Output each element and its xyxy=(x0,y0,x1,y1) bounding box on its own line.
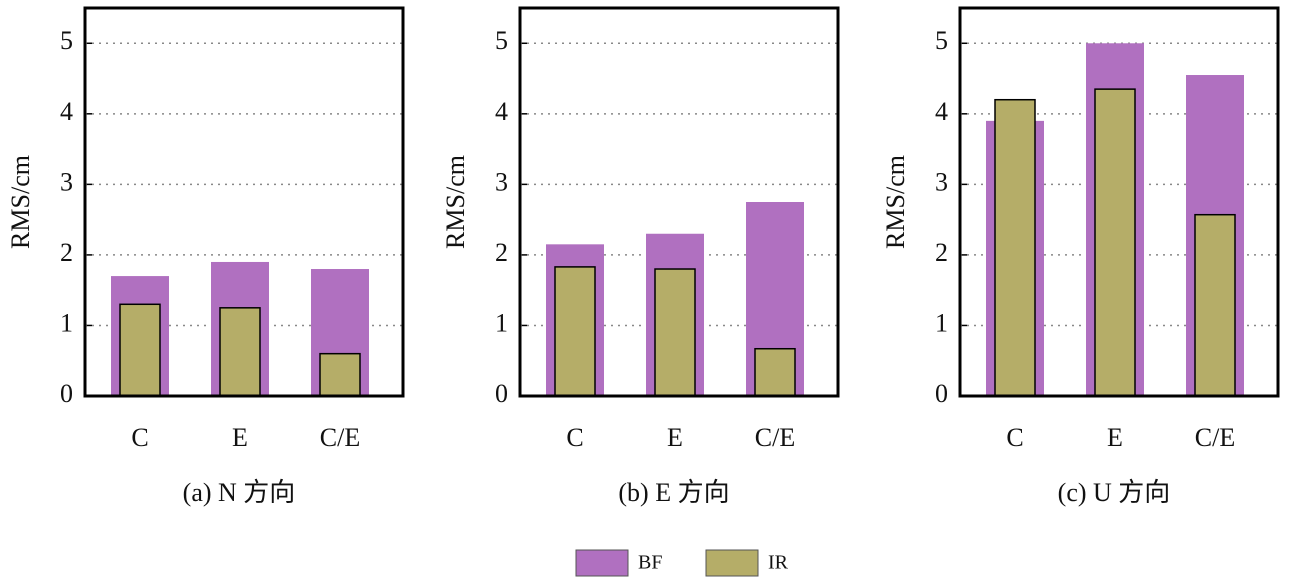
legend-swatch xyxy=(575,549,629,577)
y-axis-label: RMS/cm xyxy=(441,155,470,249)
y-tick-label: 2 xyxy=(60,238,73,267)
y-tick-label: 1 xyxy=(495,308,508,337)
y-tick-label: 2 xyxy=(935,238,948,267)
y-tick-label: 5 xyxy=(60,26,73,55)
plot-frame xyxy=(958,6,1280,398)
x-tick-label: E xyxy=(667,423,683,452)
x-tick-label: C xyxy=(131,423,148,452)
y-tick-label: 2 xyxy=(495,238,508,267)
bar xyxy=(1194,213,1236,397)
bar xyxy=(219,307,261,397)
y-tick-label: 5 xyxy=(935,26,948,55)
x-tick-label: C/E xyxy=(755,423,795,452)
bar xyxy=(554,266,596,397)
bar xyxy=(754,347,796,397)
panel-title: (b) E 方向 xyxy=(618,478,729,507)
y-tick-label: 5 xyxy=(495,26,508,55)
panel-title: (c) U 方向 xyxy=(1058,478,1171,507)
panel-title: (a) N 方向 xyxy=(183,478,296,507)
x-tick-label: C xyxy=(566,423,583,452)
y-tick-label: 0 xyxy=(935,379,948,408)
bar xyxy=(119,303,161,397)
x-tick-label: C/E xyxy=(320,423,360,452)
y-axis-label: RMS/cm xyxy=(6,155,35,249)
bar xyxy=(994,98,1036,397)
y-tick-label: 1 xyxy=(935,308,948,337)
legend-label: BF xyxy=(638,552,662,574)
y-tick-label: 3 xyxy=(935,167,948,196)
plot-frame xyxy=(518,6,840,398)
bar xyxy=(1094,88,1136,397)
x-tick-label: E xyxy=(1107,423,1123,452)
y-tick-label: 0 xyxy=(60,379,73,408)
y-axis-label: RMS/cm xyxy=(881,155,910,249)
x-tick-label: C xyxy=(1006,423,1023,452)
legend-label: IR xyxy=(768,552,789,574)
x-tick-label: C/E xyxy=(1195,423,1235,452)
x-tick-label: E xyxy=(232,423,248,452)
y-tick-label: 3 xyxy=(495,167,508,196)
y-tick-label: 4 xyxy=(60,97,73,126)
y-tick-label: 4 xyxy=(495,97,508,126)
bar xyxy=(654,268,696,397)
y-tick-label: 4 xyxy=(935,97,948,126)
y-tick-label: 0 xyxy=(495,379,508,408)
legend-swatch xyxy=(705,549,759,577)
plot-frame xyxy=(83,6,405,398)
y-tick-label: 1 xyxy=(60,308,73,337)
y-tick-label: 3 xyxy=(60,167,73,196)
bar xyxy=(319,352,361,397)
